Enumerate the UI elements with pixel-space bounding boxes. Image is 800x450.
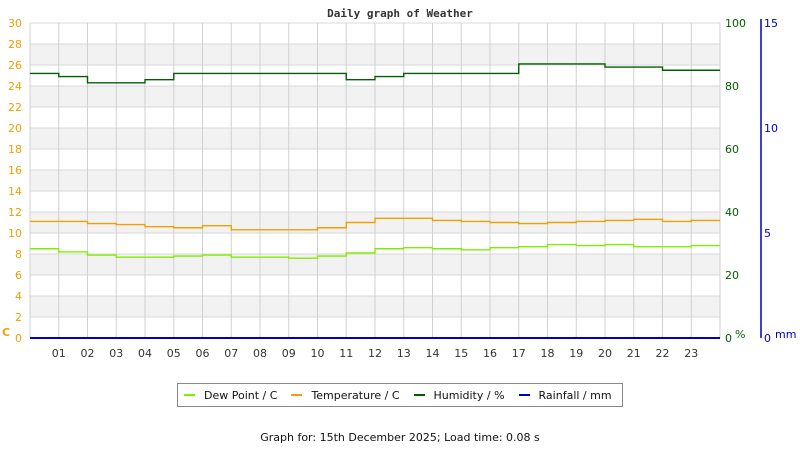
svg-text:30: 30 — [8, 17, 22, 30]
legend-label: Rainfall / mm — [538, 388, 612, 402]
svg-text:10: 10 — [764, 122, 778, 135]
legend-item-rainfall: Rainfall / mm — [518, 388, 612, 402]
chart-title: Daily graph of Weather — [327, 7, 473, 20]
legend-label: Temperature / C — [311, 388, 400, 402]
svg-text:40: 40 — [725, 206, 739, 219]
graph-footer: Graph for: 15th December 2025; Load time… — [260, 431, 540, 444]
svg-text:16: 16 — [8, 164, 22, 177]
svg-text:17: 17 — [512, 347, 526, 360]
gridlines — [29, 22, 721, 339]
svg-text:18: 18 — [541, 347, 555, 360]
x-axis-hours: 01 02 03 04 05 06 07 08 09 10 11 12 13 14 15 16 17 18 19 20… — [52, 347, 699, 360]
svg-text:21: 21 — [627, 347, 641, 360]
svg-text:12: 12 — [8, 206, 22, 219]
svg-text:05: 05 — [167, 347, 181, 360]
svg-text:10: 10 — [311, 347, 325, 360]
svg-text:26: 26 — [8, 59, 22, 72]
svg-text:2: 2 — [15, 311, 22, 324]
svg-text:04: 04 — [138, 347, 152, 360]
svg-text:08: 08 — [253, 347, 267, 360]
svg-text:C: C — [2, 326, 10, 339]
svg-text:22: 22 — [8, 101, 22, 114]
rainfall-swatch-icon — [518, 394, 530, 396]
svg-text:01: 01 — [52, 347, 66, 360]
dew-point-swatch-icon — [184, 394, 195, 396]
weather-chart: Daily graph of Weather 02468101214161820… — [2, 7, 796, 360]
svg-text:0: 0 — [764, 332, 771, 345]
svg-text:15: 15 — [454, 347, 468, 360]
chart-legend: Dew Point / C Temperature / C Humidity /… — [177, 383, 623, 407]
svg-text:16: 16 — [483, 347, 497, 360]
series-lines — [30, 63, 720, 339]
svg-text:09: 09 — [282, 347, 296, 360]
svg-text:22: 22 — [656, 347, 670, 360]
svg-text:15: 15 — [764, 17, 778, 30]
svg-text:13: 13 — [397, 347, 411, 360]
legend-item-dew-point: Dew Point / C — [184, 389, 277, 402]
svg-text:5: 5 — [764, 227, 771, 240]
svg-text:8: 8 — [15, 248, 22, 261]
svg-text:06: 06 — [196, 347, 210, 360]
svg-text:80: 80 — [725, 80, 739, 93]
svg-text:12: 12 — [368, 347, 382, 360]
legend-item-humidity: Humidity / % — [413, 388, 505, 402]
svg-text:18: 18 — [8, 143, 22, 156]
svg-text:0: 0 — [15, 332, 22, 345]
svg-text:24: 24 — [8, 80, 22, 93]
svg-text:11: 11 — [339, 347, 353, 360]
svg-text:100: 100 — [725, 17, 746, 30]
humidity-swatch-icon — [413, 394, 425, 396]
svg-text:03: 03 — [109, 347, 123, 360]
right-axis-rainfall: 0 5 10 15 mm — [760, 17, 796, 345]
svg-text:%: % — [735, 328, 745, 341]
legend-item-temperature: Temperature / C — [291, 388, 400, 402]
temperature-swatch-icon — [291, 394, 303, 396]
svg-text:14: 14 — [8, 185, 22, 198]
svg-text:23: 23 — [684, 347, 698, 360]
svg-text:6: 6 — [15, 269, 22, 282]
svg-text:0: 0 — [725, 332, 732, 345]
svg-text:mm: mm — [775, 328, 796, 341]
legend-label: Humidity / % — [433, 388, 505, 402]
svg-text:19: 19 — [569, 347, 583, 360]
svg-text:20: 20 — [725, 269, 739, 282]
svg-text:20: 20 — [598, 347, 612, 360]
svg-text:20: 20 — [8, 122, 22, 135]
svg-text:4: 4 — [15, 290, 22, 303]
svg-text:14: 14 — [426, 347, 440, 360]
legend-label: Dew Point / C — [204, 388, 278, 402]
svg-text:60: 60 — [725, 143, 739, 156]
right-axis-humidity: 0 20 40 60 80 100% — [725, 17, 746, 345]
svg-text:07: 07 — [224, 347, 238, 360]
svg-text:02: 02 — [81, 347, 95, 360]
svg-text:10: 10 — [8, 227, 22, 240]
svg-text:28: 28 — [8, 38, 22, 51]
